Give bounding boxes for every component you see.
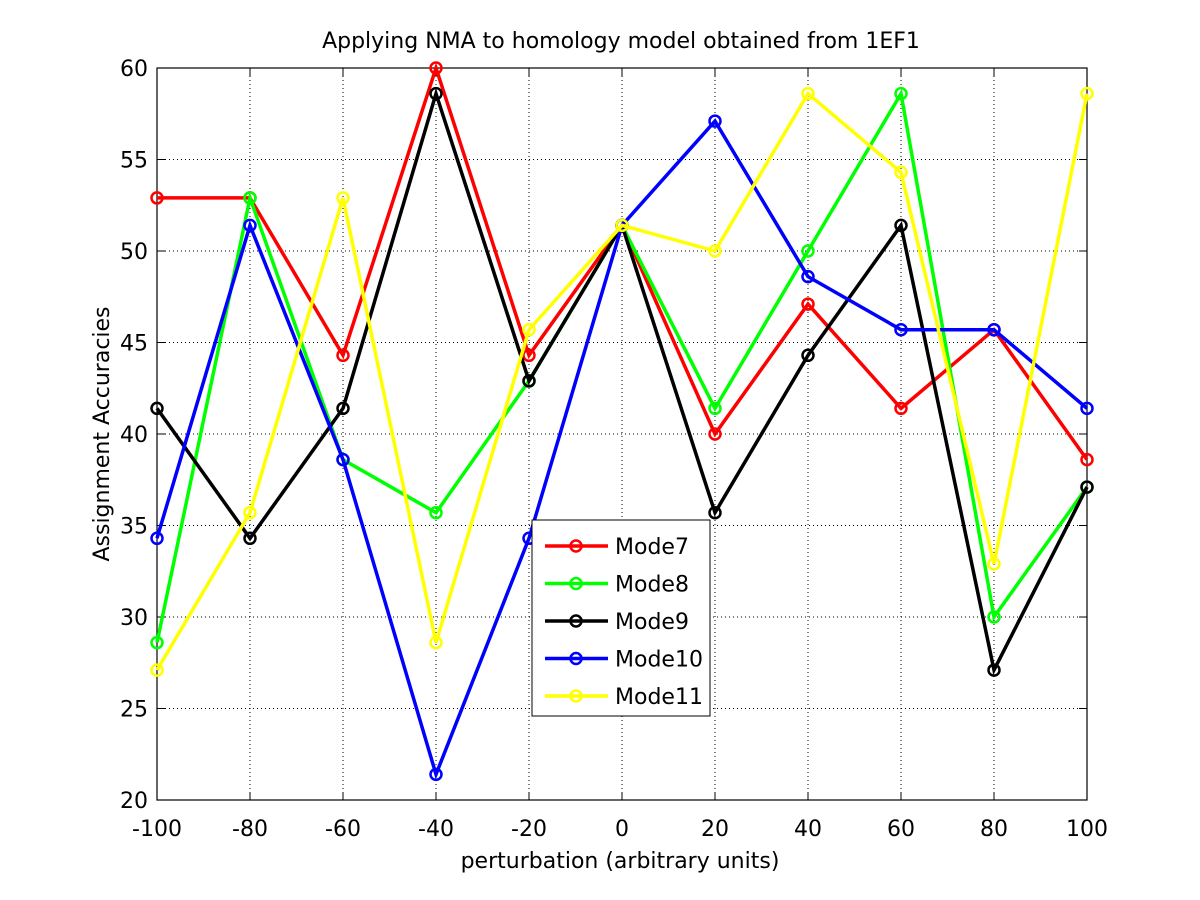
data-point <box>336 348 350 363</box>
legend-label: Mode11 <box>615 685 703 710</box>
data-point <box>429 86 443 101</box>
data-point <box>894 165 908 180</box>
x-tick-label: 0 <box>615 817 629 842</box>
data-point <box>336 452 350 467</box>
data-point <box>708 401 722 416</box>
data-point <box>987 557 1001 571</box>
legend-swatch-marker <box>569 614 583 628</box>
y-tick-label: 20 <box>120 789 148 814</box>
x-tick-label: -100 <box>132 817 182 842</box>
y-tick-label: 25 <box>120 698 148 723</box>
data-point <box>801 244 815 258</box>
legend-item: Mode7 <box>545 535 689 560</box>
legend-label: Mode10 <box>615 648 703 673</box>
legend-swatch-marker <box>569 576 583 591</box>
legend: Mode7 Mode8 Mode9 Mode10 Mode11 <box>531 519 711 717</box>
data-point <box>801 348 815 363</box>
x-tick-label: -60 <box>325 817 361 842</box>
legend-box <box>531 519 711 717</box>
data-point <box>987 322 1001 337</box>
data-point <box>243 218 257 233</box>
legend-swatch-marker <box>569 651 583 666</box>
data-point <box>243 191 257 205</box>
data-point <box>336 191 350 205</box>
legend-item: Mode11 <box>545 685 703 710</box>
x-tick-label: -80 <box>232 817 268 842</box>
y-tick-label: 55 <box>120 149 148 174</box>
legend-item: Mode10 <box>545 648 703 673</box>
data-point <box>429 635 443 650</box>
data-point <box>150 531 164 546</box>
data-point <box>150 191 164 205</box>
x-tick-label: 100 <box>1066 817 1108 842</box>
data-point <box>708 244 722 258</box>
data-point <box>1080 480 1094 494</box>
data-point <box>708 505 722 520</box>
data-point <box>801 297 815 311</box>
data-point <box>429 767 443 782</box>
y-tick-label: 35 <box>120 515 148 540</box>
legend-swatch-marker <box>569 539 583 553</box>
data-point <box>429 61 443 75</box>
legend-swatch-marker <box>569 689 583 703</box>
y-tick-label: 40 <box>120 423 148 448</box>
legend-item: Mode9 <box>545 610 689 635</box>
data-point <box>243 505 257 520</box>
y-axis-label: Assignment Accuracies <box>90 306 115 561</box>
data-point <box>1080 86 1094 101</box>
data-point <box>708 427 722 441</box>
data-point <box>708 114 722 128</box>
legend-item: Mode8 <box>545 573 689 598</box>
data-point <box>1080 452 1094 467</box>
x-tick-label: 40 <box>794 817 822 842</box>
series-line <box>155 90 1089 671</box>
data-point <box>615 218 629 233</box>
data-point <box>1080 401 1094 416</box>
legend-label: Mode9 <box>615 610 689 635</box>
y-tick-label: 30 <box>120 606 148 631</box>
data-point <box>150 663 164 677</box>
chart-title: Applying NMA to homology model obtained … <box>322 29 920 54</box>
x-tick-label: -40 <box>418 817 454 842</box>
data-point <box>243 531 257 546</box>
x-tick-label: 20 <box>701 817 729 842</box>
axis-ticks: -100 -80 -60 -40 -20 0 20 40 60 80 100 20 25 30 35 40 45… <box>120 57 1108 842</box>
data-point <box>801 86 815 101</box>
x-axis-label: perturbation (arbitrary units) <box>461 849 780 874</box>
data-point <box>894 401 908 416</box>
y-tick-label: 45 <box>120 332 148 357</box>
data-point <box>987 610 1001 624</box>
x-tick-label: 60 <box>887 817 915 842</box>
data-point <box>150 635 164 650</box>
data-point <box>987 663 1001 677</box>
y-tick-label: 60 <box>120 57 148 82</box>
data-point <box>429 505 443 520</box>
y-tick-label: 50 <box>120 240 148 265</box>
legend-label: Mode8 <box>615 573 689 598</box>
data-point <box>336 401 350 416</box>
data-point <box>894 322 908 337</box>
data-point <box>522 322 536 337</box>
data-point <box>150 401 164 416</box>
data-point <box>801 269 815 284</box>
x-tick-label: -20 <box>511 817 547 842</box>
data-point <box>522 348 536 363</box>
data-point <box>522 374 536 388</box>
series-mode11 <box>150 86 1094 677</box>
series-lines <box>150 61 1094 782</box>
legend-label: Mode7 <box>615 535 689 560</box>
data-point <box>894 86 908 101</box>
x-tick-label: 80 <box>980 817 1008 842</box>
data-point <box>894 218 908 233</box>
